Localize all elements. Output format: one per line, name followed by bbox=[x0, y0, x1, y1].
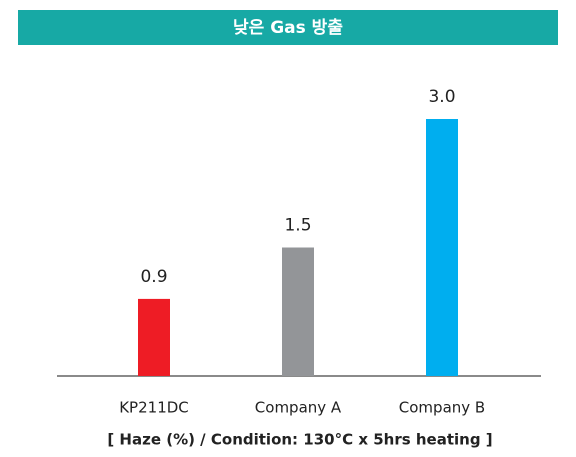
value-label: 0.9 bbox=[140, 267, 167, 287]
title-banner bbox=[18, 10, 558, 45]
chart-title: 낮은 Gas 방출 bbox=[233, 18, 343, 38]
x-tick-label: Company A bbox=[255, 399, 342, 417]
bar bbox=[426, 119, 458, 376]
bar bbox=[138, 298, 170, 376]
value-label: 1.5 bbox=[284, 216, 311, 236]
value-label: 3.0 bbox=[428, 87, 455, 107]
x-tick-label: KP211DC bbox=[119, 399, 189, 417]
x-tick-label: Company B bbox=[399, 399, 485, 417]
x-axis-label: [ Haze (%) / Condition: 130°C x 5hrs hea… bbox=[107, 431, 492, 449]
bar bbox=[282, 247, 314, 376]
